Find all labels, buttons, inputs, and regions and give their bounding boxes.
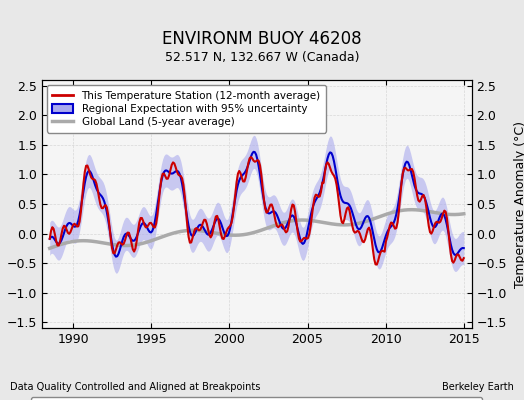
Y-axis label: Temperature Anomaly (°C): Temperature Anomaly (°C) [514, 120, 524, 288]
Legend: Station Move, Record Gap, Time of Obs. Change, Empirical Break: Station Move, Record Gap, Time of Obs. C… [31, 397, 482, 400]
Text: 52.517 N, 132.667 W (Canada): 52.517 N, 132.667 W (Canada) [165, 51, 359, 64]
Text: Data Quality Controlled and Aligned at Breakpoints: Data Quality Controlled and Aligned at B… [10, 382, 261, 392]
Text: Berkeley Earth: Berkeley Earth [442, 382, 514, 392]
Text: ENVIRONM BUOY 46208: ENVIRONM BUOY 46208 [162, 30, 362, 48]
